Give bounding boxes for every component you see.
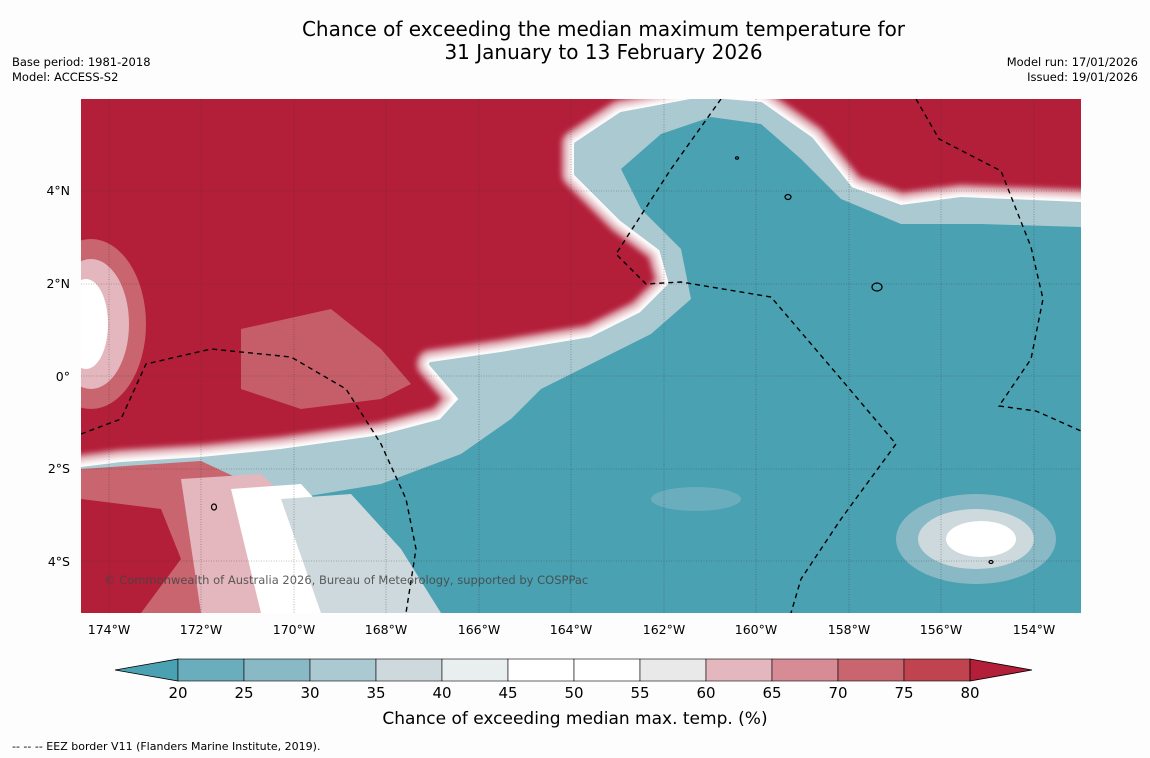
lat-label-2n: 2°N bbox=[46, 276, 70, 291]
lon-label-170w: 170°W bbox=[272, 622, 316, 637]
model-run-text: Model run: 17/01/2026 bbox=[1006, 55, 1138, 69]
map-title: Chance of exceeding the median maximum t… bbox=[0, 18, 1150, 64]
colorbar-segment bbox=[771, 658, 839, 682]
colorbar-tick-75: 75 bbox=[894, 684, 914, 702]
eez-footer-note: -- -- -- EEZ border V11 (Flanders Marine… bbox=[12, 740, 321, 753]
colorbar-segment bbox=[177, 658, 245, 682]
lon-label-164w: 164°W bbox=[549, 622, 593, 637]
lon-label-154w: 154°W bbox=[1012, 622, 1056, 637]
colorbar-tick-45: 45 bbox=[498, 684, 518, 702]
lat-label-4s: 4°S bbox=[47, 554, 70, 569]
colorbar-extend-high bbox=[969, 658, 1033, 682]
lon-label-168w: 168°W bbox=[364, 622, 408, 637]
colorbar-tick-65: 65 bbox=[762, 684, 782, 702]
colorbar-segment bbox=[375, 658, 443, 682]
colorbar-segment bbox=[705, 658, 773, 682]
colorbar bbox=[110, 655, 1040, 687]
colorbar-tick-20: 20 bbox=[168, 684, 188, 702]
mid-warm-band bbox=[241, 309, 411, 409]
colorbar-tick-60: 60 bbox=[696, 684, 716, 702]
lat-label-0: 0° bbox=[55, 369, 70, 384]
probability-map-svg bbox=[81, 99, 1081, 613]
lon-label-172w: 172°W bbox=[179, 622, 223, 637]
colorbar-extend-low bbox=[114, 658, 179, 682]
issued-text: Issued: 19/01/2026 bbox=[1027, 70, 1138, 84]
small-light-patch bbox=[651, 487, 741, 511]
lon-label-158w: 158°W bbox=[827, 622, 871, 637]
meta-left: Base period: 1981-2018 Model: ACCESS-S2 bbox=[12, 55, 151, 85]
probability-map bbox=[81, 99, 1081, 613]
lon-label-166w: 166°W bbox=[457, 622, 501, 637]
colorbar-segment bbox=[243, 658, 311, 682]
islands bbox=[210, 156, 994, 565]
colorbar-tick-25: 25 bbox=[234, 684, 254, 702]
lon-label-162w: 162°W bbox=[642, 622, 686, 637]
cool-region bbox=[81, 99, 1081, 613]
southwest-gradient bbox=[81, 461, 441, 613]
graticule bbox=[81, 99, 1081, 613]
colorbar-tick-50: 50 bbox=[564, 684, 584, 702]
colorbar-segment bbox=[573, 658, 641, 682]
lon-label-160w: 160°W bbox=[734, 622, 778, 637]
southeast-pale-patch bbox=[896, 494, 1056, 584]
title-line-1: Chance of exceeding the median maximum t… bbox=[301, 17, 906, 41]
base-period-text: Base period: 1981-2018 bbox=[12, 55, 151, 69]
west-pale-patch bbox=[81, 239, 146, 409]
lon-label-156w: 156°W bbox=[919, 622, 963, 637]
colorbar-label: Chance of exceeding median max. temp. (%… bbox=[382, 709, 768, 729]
lat-label-2s: 2°S bbox=[47, 461, 70, 476]
colorbar-segment bbox=[507, 658, 575, 682]
colorbar-tick-55: 55 bbox=[630, 684, 650, 702]
colorbar-tick-35: 35 bbox=[366, 684, 386, 702]
eez-borders bbox=[81, 99, 1081, 613]
colorbar-segment bbox=[837, 658, 905, 682]
lon-label-174w: 174°W bbox=[87, 622, 131, 637]
lat-label-4n: 4°N bbox=[46, 183, 70, 198]
model-text: Model: ACCESS-S2 bbox=[12, 70, 119, 84]
title-line-2: 31 January to 13 February 2026 bbox=[444, 40, 763, 64]
colorbar-segment bbox=[903, 658, 971, 682]
colorbar-tick-80: 80 bbox=[960, 684, 980, 702]
copyright-text: © Commonwealth of Australia 2026, Bureau… bbox=[104, 573, 589, 587]
colorbar-svg bbox=[114, 658, 1033, 682]
colorbar-segment bbox=[639, 658, 707, 682]
meta-right: Model run: 17/01/2026 Issued: 19/01/2026 bbox=[1007, 55, 1138, 85]
colorbar-tick-40: 40 bbox=[432, 684, 452, 702]
colorbar-tick-70: 70 bbox=[828, 684, 848, 702]
colorbar-tick-30: 30 bbox=[300, 684, 320, 702]
colorbar-segment bbox=[309, 658, 377, 682]
colorbar-segment bbox=[441, 658, 509, 682]
